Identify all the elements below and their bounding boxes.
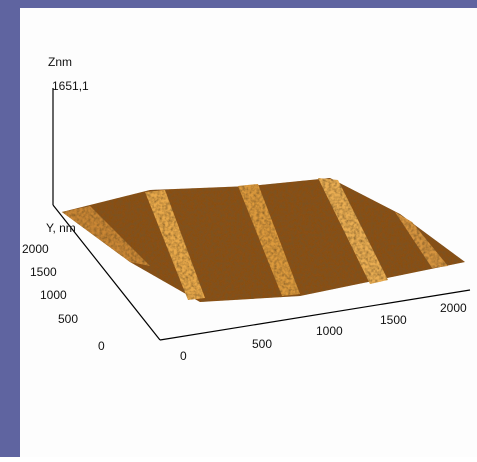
left-strip [0,0,20,457]
y-axis-label: Y, nm [46,221,76,235]
y-tick-label: 2000 [22,242,49,256]
x-tick-label: 500 [252,337,272,351]
x-tick-label: 1000 [316,324,343,338]
y-tick-label: 1000 [40,288,67,302]
top-strip [0,0,477,8]
x-tick-label: 0 [180,349,187,363]
y-tick-label: 0 [98,339,105,353]
x-tick-label: 1500 [380,313,407,327]
z-axis-max: 1651,1 [52,79,89,93]
y-tick-label: 1500 [30,265,57,279]
y-tick-label: 500 [58,312,78,326]
z-axis-label: Znm [48,55,72,69]
screenshot: Znm 1651,1 Y, nm 2000 1500 1000 500 0 0 … [0,0,477,457]
x-tick-label: 2000 [440,301,467,315]
